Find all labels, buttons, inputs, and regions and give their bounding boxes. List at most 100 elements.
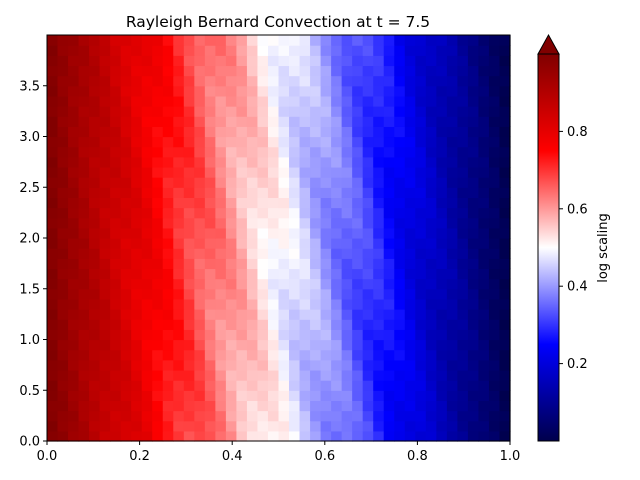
heatmap-cell — [278, 95, 290, 107]
heatmap-cell — [436, 369, 448, 381]
heatmap-cell — [320, 177, 332, 188]
heatmap-cell — [194, 298, 206, 310]
heatmap-cell — [141, 146, 153, 158]
heatmap-cell — [78, 217, 90, 229]
heatmap-cell — [120, 278, 132, 290]
heatmap-cell — [425, 319, 437, 330]
heatmap-cell — [383, 177, 395, 188]
heatmap-cell — [120, 227, 132, 239]
heatmap-cell — [215, 35, 227, 46]
heatmap-cell — [78, 380, 90, 391]
heatmap-cell — [204, 146, 216, 158]
heatmap-cell — [68, 136, 80, 148]
heatmap-cell — [173, 55, 185, 67]
heatmap-cell — [131, 75, 143, 87]
heatmap-cell — [404, 359, 416, 371]
heatmap-cell — [267, 390, 280, 401]
heatmap-cell — [267, 85, 280, 97]
heatmap-cell — [478, 319, 490, 330]
heatmap-cell — [467, 420, 480, 432]
heatmap-cell — [257, 420, 269, 432]
heatmap-cell — [68, 288, 80, 300]
heatmap-cell — [499, 410, 511, 422]
heatmap-cell — [289, 187, 301, 198]
heatmap-cell — [267, 420, 280, 432]
heatmap-cell — [394, 45, 406, 56]
heatmap-cell — [225, 197, 238, 209]
heatmap-cell — [236, 430, 248, 442]
heatmap-cell — [320, 380, 332, 391]
heatmap-cell — [120, 380, 132, 391]
heatmap-cell — [204, 238, 216, 249]
heatmap-cell — [478, 298, 490, 310]
heatmap-cell — [194, 288, 206, 300]
heatmap-cell — [373, 298, 385, 310]
heatmap-cell — [499, 298, 511, 310]
heatmap-cell — [173, 390, 185, 401]
heatmap-cell — [373, 309, 385, 320]
heatmap-cell — [78, 197, 90, 209]
heatmap-cell — [478, 309, 490, 320]
heatmap-cell — [457, 278, 469, 290]
heatmap-cell — [499, 369, 511, 381]
heatmap-cell — [194, 106, 206, 117]
heatmap-cell — [499, 95, 511, 107]
heatmap-cell — [152, 146, 164, 158]
heatmap-cell — [89, 349, 101, 361]
heatmap-cell — [373, 430, 385, 442]
heatmap-cell — [215, 248, 227, 259]
heatmap-cell — [215, 238, 227, 249]
heatmap-cell — [299, 187, 311, 198]
heatmap-cell — [373, 217, 385, 229]
heatmap-cell — [404, 35, 416, 46]
heatmap-cell — [425, 430, 437, 442]
heatmap-cell — [278, 166, 290, 178]
heatmap-cell — [257, 248, 269, 259]
heatmap-cell — [215, 136, 227, 148]
heatmap-cell — [331, 349, 343, 361]
heatmap-cell — [162, 207, 174, 219]
heatmap-cell — [415, 238, 427, 249]
heatmap-cell — [415, 55, 427, 67]
colorbar-label: log scaling — [596, 213, 611, 283]
heatmap-cell — [236, 126, 248, 138]
heatmap-cell — [194, 55, 206, 67]
heatmap-cell — [299, 35, 311, 46]
heatmap-cell — [415, 329, 427, 341]
heatmap-cell — [352, 55, 364, 67]
heatmap-cell — [236, 309, 248, 320]
heatmap-cell — [373, 187, 385, 198]
heatmap-cell — [215, 95, 227, 107]
heatmap-cell — [257, 75, 269, 87]
heatmap-cell — [89, 258, 101, 270]
heatmap-cell — [278, 156, 290, 168]
heatmap-cell — [152, 227, 164, 239]
heatmap-cell — [352, 430, 364, 442]
heatmap-cell — [425, 95, 437, 107]
heatmap-cell — [415, 187, 427, 198]
heatmap-cell — [78, 136, 90, 148]
heatmap-cell — [404, 349, 416, 361]
heatmap-cell — [415, 85, 427, 97]
heatmap-cell — [299, 339, 311, 351]
heatmap-cell — [110, 55, 122, 67]
heatmap-cell — [289, 126, 301, 138]
heatmap-cell — [257, 278, 269, 290]
heatmap-cell — [204, 156, 216, 168]
heatmap-cell — [320, 248, 332, 259]
heatmap-cell — [141, 227, 153, 239]
heatmap-cell — [57, 369, 69, 381]
heatmap-cell — [99, 248, 111, 259]
heatmap-cell — [446, 268, 458, 280]
heatmap-cell — [373, 136, 385, 148]
heatmap-cell — [173, 85, 185, 97]
heatmap-cell — [68, 197, 80, 209]
heatmap-cell — [131, 339, 143, 351]
heatmap-cell — [362, 268, 374, 280]
heatmap-cell — [373, 65, 385, 77]
heatmap-cell — [236, 207, 248, 219]
heatmap-cell — [425, 349, 437, 361]
heatmap-cell — [152, 177, 164, 188]
heatmap-cell — [394, 136, 406, 148]
